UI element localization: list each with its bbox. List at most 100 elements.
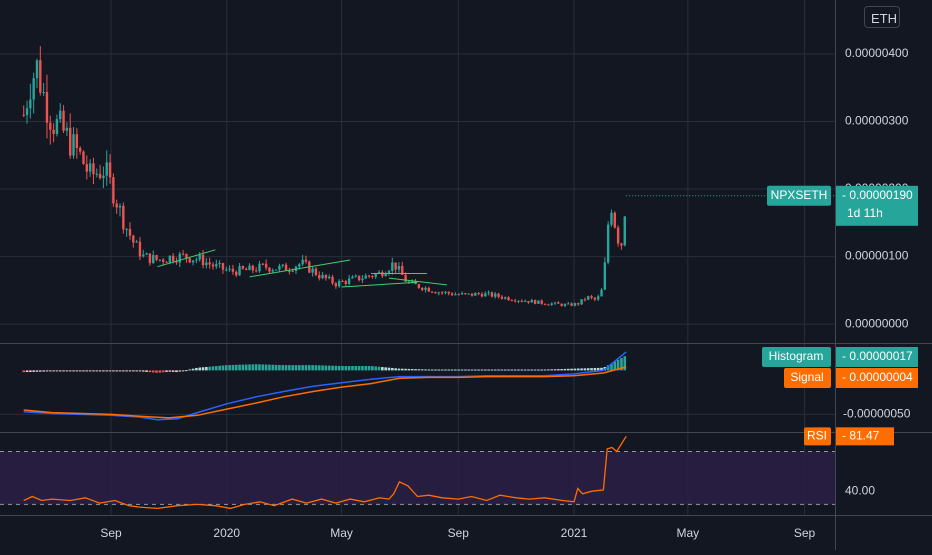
macd-histogram-bar <box>62 370 65 372</box>
macd-histogram-bar <box>234 364 238 371</box>
macd-histogram-bar <box>201 367 205 371</box>
candle-body <box>374 273 377 277</box>
macd-histogram-bar <box>22 370 26 373</box>
macd-histogram-bar <box>407 368 411 371</box>
candle-body <box>271 270 274 272</box>
candle-body <box>215 264 218 267</box>
price-axis-tick: 0.00000000 <box>845 316 909 330</box>
candle-body <box>467 293 470 295</box>
macd-histogram-bar <box>108 370 112 372</box>
macd-histogram-bar <box>510 369 514 371</box>
time-axis-tick: 2020 <box>213 526 240 540</box>
candle-body <box>401 266 404 275</box>
macd-histogram-bar <box>321 365 324 371</box>
candle-body <box>158 259 162 261</box>
macd-histogram-bar <box>517 369 520 371</box>
candle-body <box>32 78 35 100</box>
macd-histogram-bar <box>324 365 328 371</box>
time-axis-tick: 2021 <box>561 526 588 540</box>
macd-histogram-bar <box>420 369 424 371</box>
macd-histogram-bar <box>251 364 255 371</box>
candle-body <box>168 255 172 263</box>
candle-body <box>301 259 304 265</box>
candle-body <box>613 212 616 228</box>
macd-histogram-bar <box>367 366 371 371</box>
trendline <box>157 249 216 268</box>
candle-body <box>95 173 98 175</box>
candle-body <box>165 261 168 263</box>
histogram-badge <box>762 347 831 367</box>
macd-histogram-bar <box>533 369 537 371</box>
candle-body <box>331 276 334 284</box>
macd-histogram-bar <box>35 370 39 372</box>
macd-histogram-bar <box>135 370 138 372</box>
candle-body <box>201 254 205 266</box>
trendline <box>388 277 447 286</box>
macd-histogram-bar <box>181 370 185 372</box>
candle-body <box>570 303 573 306</box>
macd-histogram-bar <box>397 368 401 371</box>
macd-histogram-bar <box>85 370 89 372</box>
macd-histogram-bar <box>391 367 394 371</box>
macd-histogram-bar <box>271 364 275 371</box>
candle-body <box>198 254 201 260</box>
macd-histogram-bar <box>208 366 211 371</box>
macd-histogram-bar <box>45 370 49 372</box>
macd-histogram-bar <box>414 369 417 371</box>
last-price-badge <box>836 185 918 226</box>
macd-histogram-bar <box>58 370 62 372</box>
candle-body <box>507 297 510 301</box>
macd-histogram-bar <box>537 369 540 371</box>
macd-histogram-bar <box>25 370 29 373</box>
candle-body <box>105 162 108 176</box>
macd-histogram-bar <box>410 369 414 371</box>
candle-body <box>596 296 600 300</box>
candle-body <box>371 276 374 278</box>
candle-body <box>504 297 507 299</box>
candle-body <box>318 275 321 279</box>
macd-histogram-bar <box>523 369 527 371</box>
currency-button[interactable]: ETH <box>864 6 900 28</box>
macd-histogram-bar <box>228 365 231 371</box>
macd-histogram-bar <box>470 369 474 371</box>
macd-histogram-bar <box>606 365 610 371</box>
macd-histogram-bar <box>301 365 304 371</box>
candle-body <box>490 292 494 297</box>
candle-body <box>254 270 258 272</box>
macd-histogram-bar <box>344 366 348 371</box>
candle-body <box>29 99 32 109</box>
trendline <box>249 259 351 278</box>
macd-axis-tick: -0.00000050 <box>843 407 911 421</box>
macd-histogram-bar <box>513 369 517 371</box>
candle-body <box>298 264 301 267</box>
candle-body <box>497 293 500 297</box>
signal-badge <box>784 368 831 388</box>
macd-histogram-bar <box>394 368 397 371</box>
candle-body <box>606 224 610 263</box>
macd-histogram-bar <box>92 370 95 372</box>
candle-body <box>221 263 225 270</box>
rsi-line <box>23 435 627 510</box>
candle-body <box>347 278 351 284</box>
macd-histogram-bar <box>158 370 162 373</box>
macd-histogram-bar <box>573 368 577 371</box>
macd-histogram-bar <box>583 368 587 371</box>
macd-histogram-bar <box>148 370 152 373</box>
macd-histogram-bar <box>258 364 261 371</box>
macd-histogram-bar <box>39 370 42 372</box>
candle-body <box>59 110 62 120</box>
macd-histogram-bar <box>205 366 208 371</box>
macd-histogram-bar <box>241 364 245 371</box>
macd-histogram-bar <box>72 370 75 372</box>
candle-body <box>610 212 613 225</box>
candle-body <box>620 243 623 246</box>
symbol-label: NPXSETH <box>771 188 828 202</box>
candle-body <box>72 134 75 156</box>
macd-histogram-bar <box>616 359 620 371</box>
macd-histogram-bar <box>238 364 241 371</box>
macd-histogram-bar <box>268 364 271 371</box>
macd-histogram-bar <box>131 370 135 372</box>
trendline <box>341 281 418 288</box>
